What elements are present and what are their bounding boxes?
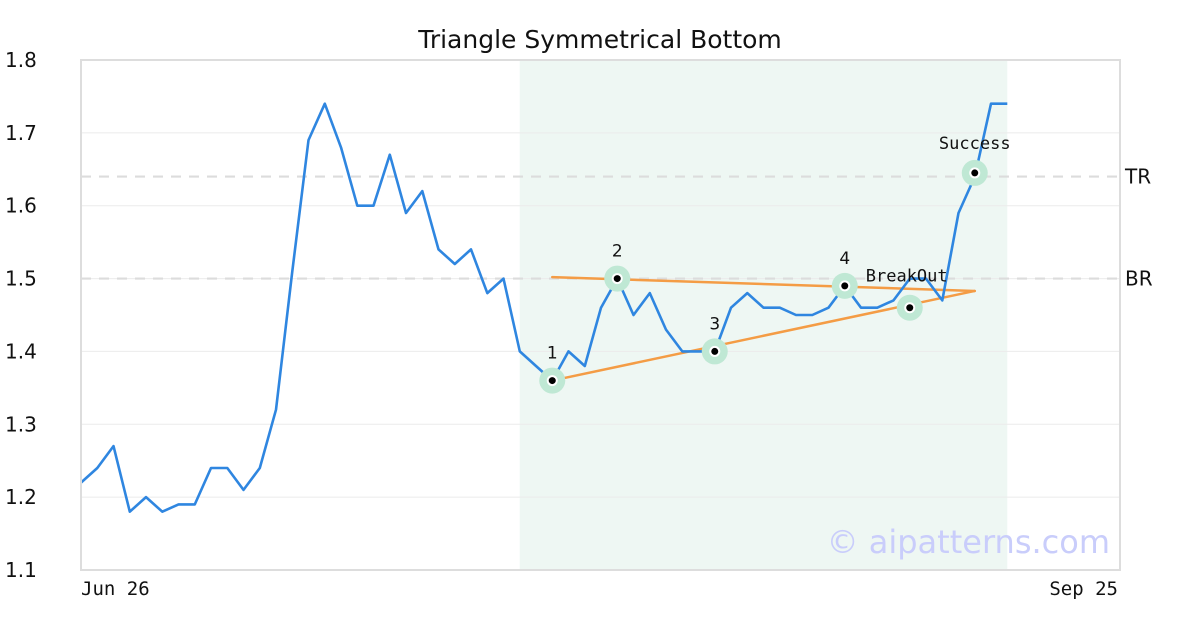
chart-title: Triangle Symmetrical Bottom: [417, 25, 782, 54]
level-label: TR: [1124, 165, 1151, 189]
pivot-label: 4: [839, 249, 850, 269]
y-tick-label: 1.6: [5, 194, 37, 218]
pivot-label: 1: [547, 344, 558, 364]
pattern-region: [519, 60, 1008, 570]
pivot-label: BreakOut: [866, 267, 948, 287]
pivot-label: Success: [939, 134, 1011, 154]
level-label: BR: [1125, 267, 1153, 291]
pivot-label: 3: [709, 314, 720, 334]
y-axis-ticks: 1.1 1.2 1.3 1.4 1.5 1.6 1.7 1.8: [5, 48, 37, 582]
pivot-dot: [841, 282, 849, 290]
pivot-dot: [906, 304, 914, 312]
pivot-dot: [711, 347, 719, 355]
pivot-markers: 1 2 3 4 BreakOut Success: [539, 134, 1011, 394]
pivot-label: 2: [612, 242, 623, 262]
y-tick-label: 1.7: [5, 121, 37, 145]
x-tick-label: Sep 25: [1049, 578, 1118, 600]
pivot-dot: [971, 169, 979, 177]
pivot-dot: [548, 377, 556, 385]
y-tick-label: 1.1: [5, 558, 37, 582]
pivot-dot: [613, 275, 621, 283]
y-tick-label: 1.2: [5, 485, 37, 509]
watermark: © aipatterns.com: [827, 523, 1110, 561]
x-axis-ticks: Jun 26 Sep 25: [81, 578, 1118, 600]
plot-frame: [80, 59, 1121, 571]
y-tick-label: 1.5: [5, 267, 37, 291]
y-tick-label: 1.8: [5, 48, 37, 72]
x-tick-label: Jun 26: [81, 578, 150, 600]
y-tick-label: 1.3: [5, 412, 37, 436]
y-tick-label: 1.4: [5, 339, 37, 363]
